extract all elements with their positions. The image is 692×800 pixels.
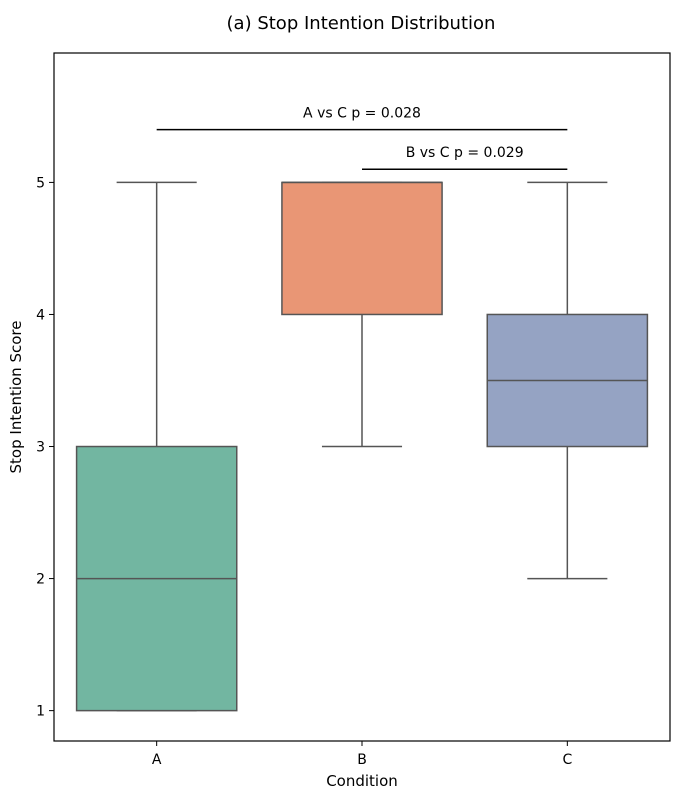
significance-label: A vs C p = 0.028 [303,106,421,122]
y-tick-label: 1 [36,704,45,720]
significance-label: B vs C p = 0.029 [406,145,524,161]
x-tick-label: B [357,752,367,768]
x-tick-label: C [562,752,572,768]
plot-area: 1 2 3 4 5 A B C A vs C p = 0.028 B vs C p = 0.029 [36,106,649,768]
box-b [281,181,443,316]
plot-frame [53,52,671,742]
y-tick-label: 5 [36,175,45,191]
y-tick-label: 4 [36,307,45,323]
x-tick-label: A [152,752,162,768]
y-axis-label: Stop Intention Score [7,321,25,474]
y-tick-label: 2 [36,572,45,588]
chart-title: (a) Stop Intention Distribution [227,13,496,34]
y-tick-label: 3 [36,440,45,456]
x-axis-label: Condition [326,772,398,790]
